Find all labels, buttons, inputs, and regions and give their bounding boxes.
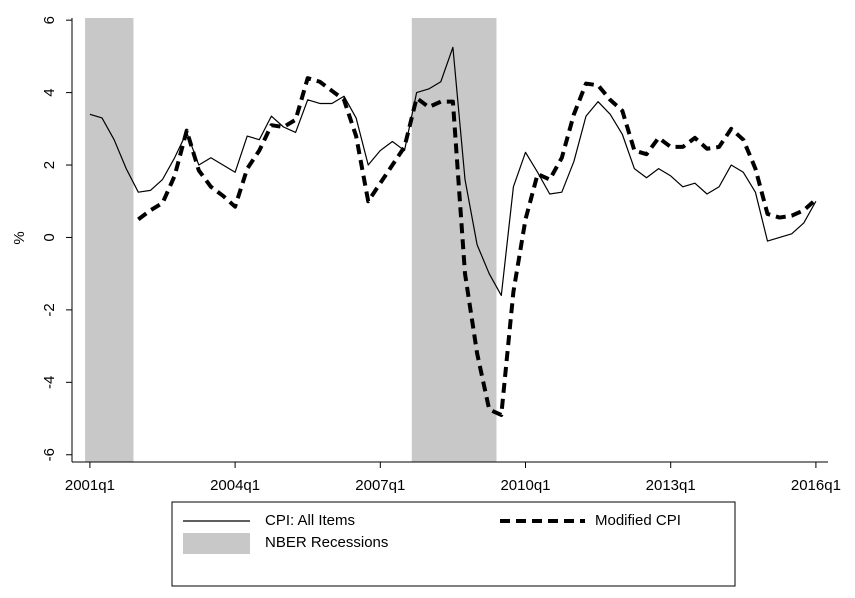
- x-tick-label: 2016q1: [791, 477, 841, 494]
- x-tick-label: 2010q1: [500, 477, 550, 494]
- recession-band: [411, 18, 497, 462]
- series-line: [137, 76, 818, 417]
- x-tick-label: 2013q1: [646, 477, 696, 494]
- legend-label: Modified CPI: [595, 512, 681, 529]
- legend-label: NBER Recessions: [265, 534, 388, 551]
- x-tick-label: 2004q1: [210, 477, 260, 494]
- legend-swatch: [183, 533, 250, 554]
- legend-label: CPI: All Items: [265, 512, 355, 529]
- legend-box: [171, 501, 736, 587]
- y-tick-label: 4: [41, 88, 58, 96]
- x-tick-label: 2007q1: [355, 477, 405, 494]
- y-tick-label: 0: [41, 233, 58, 241]
- y-tick-label: -4: [41, 376, 58, 389]
- x-tick-label: 2001q1: [65, 477, 115, 494]
- y-tick-label: 2: [41, 161, 58, 169]
- series-line: [89, 46, 817, 297]
- y-tick-label: 6: [41, 16, 58, 24]
- y-tick-label: -2: [41, 303, 58, 316]
- y-tick-label: -6: [41, 448, 58, 461]
- y-axis-title: %: [11, 231, 28, 244]
- recession-band: [85, 18, 134, 462]
